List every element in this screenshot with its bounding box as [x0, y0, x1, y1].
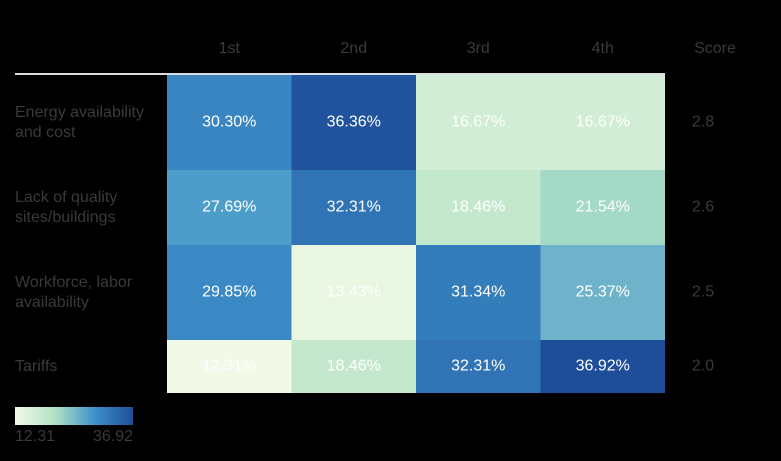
cell-label: 30.30% [202, 114, 256, 131]
heat-cell [167, 170, 292, 245]
heat-cell [167, 340, 292, 393]
column-header: 2nd [340, 40, 367, 57]
row-label: Tariffs [15, 357, 58, 375]
heat-cell [416, 340, 541, 393]
cell-label: 32.31% [451, 358, 505, 375]
cell-label: 36.36% [327, 114, 381, 131]
cell-label: 31.34% [451, 284, 505, 301]
cell-label: 16.67% [576, 114, 630, 131]
cell-label: 16.67% [451, 114, 505, 131]
legend-max: 36.92 [93, 428, 133, 445]
heat-cell [291, 75, 416, 170]
heat-cell [167, 75, 292, 170]
column-header: 4th [592, 40, 614, 57]
cell-label: 29.85% [202, 284, 256, 301]
row-label: Energy availability and cost [15, 103, 144, 141]
cell-label: 18.46% [327, 358, 381, 375]
cell-label: 21.54% [576, 199, 630, 216]
cell-label: 32.31% [327, 199, 381, 216]
score-label: 2.8 [692, 114, 714, 131]
legend-min: 12.31 [15, 428, 55, 445]
row-label: Lack of quality sites/buildings [15, 188, 118, 226]
cell-label: 25.37% [576, 284, 630, 301]
column-header: 3rd [467, 40, 490, 57]
heat-cell [291, 170, 416, 245]
cell-label: 18.46% [451, 199, 505, 216]
heat-cell [291, 340, 416, 393]
score-label: 2.6 [692, 199, 714, 216]
heat-cell [416, 170, 541, 245]
heat-cell [167, 245, 292, 340]
column-header: 1st [219, 40, 241, 57]
cell-label: 36.92% [576, 358, 630, 375]
score-label: 2.5 [692, 284, 714, 301]
cell-label: 27.69% [202, 199, 256, 216]
score-header: Score [694, 40, 736, 57]
heat-cell [416, 75, 541, 170]
cell-label: 13.43% [327, 284, 381, 301]
heat-cell [540, 170, 665, 245]
cell-label: 12.31% [202, 358, 256, 375]
heat-cell [416, 245, 541, 340]
score-label: 2.0 [692, 358, 714, 375]
heat-cell [540, 245, 665, 340]
row-label: Workforce, labor availability [15, 273, 133, 311]
heat-cell [291, 245, 416, 340]
legend-gradient [15, 407, 133, 425]
heat-cell [540, 340, 665, 393]
heat-cell [540, 75, 665, 170]
